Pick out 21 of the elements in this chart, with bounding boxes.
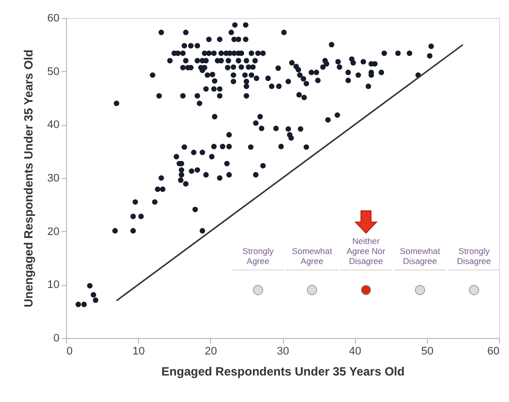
y-tick-label: 50 bbox=[47, 66, 60, 78]
x-tick-label: 50 bbox=[421, 346, 434, 358]
annotation: Somewhat Disagree bbox=[400, 246, 441, 266]
x-tick-label: 20 bbox=[204, 346, 217, 358]
annotation: Somewhat Agree bbox=[292, 246, 333, 266]
x-axis-title: Engaged Respondents Under 35 Years Old bbox=[161, 364, 405, 378]
x-tick-label: 40 bbox=[349, 346, 362, 358]
y-tick-label: 10 bbox=[47, 279, 60, 292]
y-axis-title: Unengaged Respondents Under 35 Years Old bbox=[21, 50, 36, 308]
x-tick-label: 60 bbox=[487, 346, 500, 358]
x-tick-label: 0 bbox=[66, 346, 73, 358]
y-tick-label: 40 bbox=[47, 119, 60, 132]
y-tick-label: 20 bbox=[47, 226, 60, 238]
x-tick-label: 30 bbox=[276, 346, 290, 358]
x-tick-label: 10 bbox=[132, 346, 145, 358]
annotation: Neither Agree Nor Disagree bbox=[346, 236, 386, 266]
y-tick-label: 60 bbox=[47, 12, 60, 24]
annotation: Strongly Disagree bbox=[456, 246, 492, 266]
annotation: Strongly Agree bbox=[242, 246, 274, 266]
y-tick-label: 0 bbox=[53, 332, 60, 344]
y-tick-label: 30 bbox=[47, 172, 60, 184]
